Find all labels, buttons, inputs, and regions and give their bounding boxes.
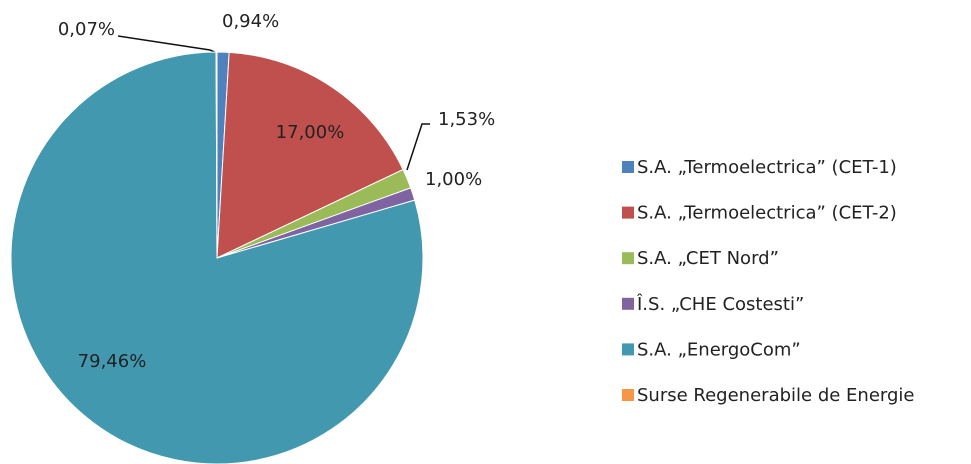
legend-label: S.A. „Termoelectrica” (CET-1) — [637, 157, 897, 178]
legend-swatch — [622, 389, 634, 401]
leader-line — [406, 123, 430, 171]
legend-label: Î.S. „CHE Costesti” — [636, 293, 804, 315]
legend-swatch — [622, 161, 634, 173]
legend-label: S.A. „Termoelectrica” (CET-2) — [637, 203, 897, 224]
data-label: 1,00% — [425, 169, 482, 190]
data-label: 0,07% — [58, 19, 115, 40]
data-label: 0,94% — [222, 11, 279, 32]
legend-swatch — [622, 206, 634, 219]
legend-swatch — [622, 252, 634, 265]
legend-label: Surse Regenerabile de Energie — [637, 385, 914, 406]
legend-swatch — [622, 343, 634, 356]
data-label: 79,46% — [78, 351, 147, 372]
legend-swatch — [622, 297, 634, 310]
data-label: 17,00% — [276, 122, 345, 143]
data-label: 1,53% — [438, 109, 495, 130]
leader-line — [117, 35, 218, 54]
pie-slice — [216, 51, 404, 259]
legend-label: S.A. „CET Nord” — [637, 248, 779, 269]
legend-label: S.A. „EnergoCom” — [637, 339, 801, 360]
pie-slice — [215, 51, 218, 259]
